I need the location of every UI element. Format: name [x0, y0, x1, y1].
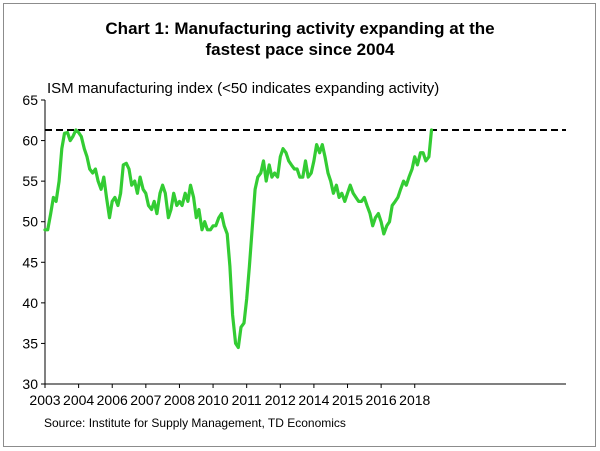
x-tick-label: 2016 [366, 392, 397, 408]
x-tick-label: 2015 [332, 392, 363, 408]
y-tick-label: 65 [22, 92, 38, 108]
x-tick-label: 2011 [232, 392, 262, 408]
y-tick-label: 45 [22, 254, 38, 270]
y-tick-label: 40 [22, 295, 38, 311]
y-tick-labels: 30 35 40 45 50 55 60 65 [22, 92, 45, 392]
axes [44, 100, 566, 385]
x-tick-labels: 2003 2004 2006 2007 2008 2010 2011 2012 2014 2015… [29, 384, 431, 408]
y-tick-label: 50 [22, 214, 38, 230]
y-tick-label: 30 [22, 376, 38, 392]
x-tick-label: 2006 [97, 392, 128, 408]
chart-title-line-1: Chart 1: Manufacturing activity expandin… [105, 19, 495, 38]
x-tick-label: 2007 [130, 392, 161, 408]
y-tick-label: 35 [22, 335, 38, 351]
y-tick-label: 55 [22, 173, 38, 189]
series-line-ism [43, 128, 434, 350]
chart-title-line-2: fastest pace since 2004 [205, 40, 395, 59]
y-axis-label: ISM manufacturing index (<50 indicates e… [47, 80, 440, 97]
source-note: Source: Institute for Supply Management,… [44, 416, 346, 430]
x-tick-label: 2018 [399, 392, 430, 408]
x-tick-label: 2004 [63, 392, 94, 408]
x-tick-label: 2012 [265, 392, 296, 408]
chart-title: Chart 1: Manufacturing activity expandin… [0, 18, 600, 60]
x-tick-label: 2010 [197, 392, 228, 408]
y-tick-label: 60 [22, 133, 38, 149]
x-tick-label: 2003 [29, 392, 60, 408]
chart-frame [3, 3, 596, 447]
x-tick-label: 2014 [298, 392, 329, 408]
x-tick-label: 2008 [164, 392, 195, 408]
